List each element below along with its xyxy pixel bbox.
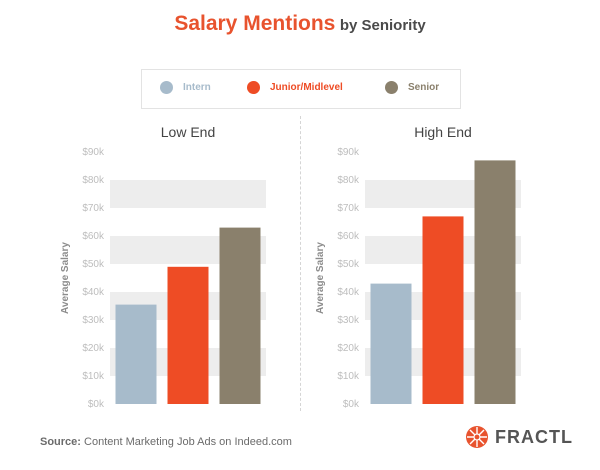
y-axis-label: Average Salary [60, 242, 71, 314]
y-tick-label: $70k [337, 203, 360, 214]
source-label: Source: [40, 436, 81, 448]
y-tick-label: $40k [82, 287, 105, 298]
y-tick-label: $50k [82, 259, 105, 270]
y-axis-label: Average Salary [315, 242, 326, 314]
legend-label-senior: Senior [408, 82, 440, 93]
brand-logo: FRACTL [465, 425, 573, 449]
y-tick-label: $30k [337, 315, 360, 326]
bar-junior-midlevel [167, 266, 209, 404]
panel-divider [300, 116, 301, 411]
y-tick-label: $50k [337, 259, 360, 270]
y-tick-label: $10k [82, 371, 105, 382]
legend-swatch-senior [385, 81, 398, 94]
y-tick-label: $60k [337, 231, 360, 242]
legend-label-intern: Intern [183, 82, 211, 93]
title-main: Salary Mentions [174, 12, 336, 35]
grid-band [110, 180, 266, 208]
y-tick-label: $90k [82, 147, 105, 158]
y-tick-label: $90k [337, 147, 360, 158]
chart-title: Salary Mentions by Seniority [0, 12, 600, 36]
bar-senior [219, 227, 261, 404]
title-sub: by Seniority [339, 17, 426, 34]
bar-junior-midlevel [422, 216, 464, 404]
y-tick-label: $80k [82, 175, 105, 186]
y-tick-label: $80k [337, 175, 360, 186]
brand-name: FRACTL [495, 426, 573, 447]
source-text: Content Marketing Job Ads on Indeed.com [84, 436, 292, 448]
y-tick-label: $20k [82, 343, 105, 354]
fractl-logo-icon [466, 426, 488, 448]
y-tick-label: $30k [82, 315, 105, 326]
panel-title: High End [414, 124, 472, 140]
y-tick-label: $0k [88, 399, 105, 410]
legend-item-junior: Junior/Midlevel [247, 81, 343, 94]
bar-intern [370, 283, 412, 404]
panel-title: Low End [161, 124, 215, 140]
y-tick-label: $0k [343, 399, 360, 410]
source-note: Source: Content Marketing Job Ads on Ind… [40, 436, 292, 448]
legend-swatch-junior [247, 81, 260, 94]
y-tick-label: $60k [82, 231, 105, 242]
bar-intern [115, 304, 157, 404]
y-tick-label: $70k [82, 203, 105, 214]
legend-label-junior: Junior/Midlevel [270, 82, 343, 93]
bar-senior [474, 160, 516, 404]
legend-item-intern: Intern [160, 81, 211, 94]
legend-item-senior: Senior [385, 81, 439, 94]
y-tick-label: $10k [337, 371, 360, 382]
y-tick-label: $40k [337, 287, 360, 298]
legend-swatch-intern [160, 81, 173, 94]
y-tick-label: $20k [337, 343, 360, 354]
legend: Intern Junior/Midlevel Senior [141, 69, 461, 109]
